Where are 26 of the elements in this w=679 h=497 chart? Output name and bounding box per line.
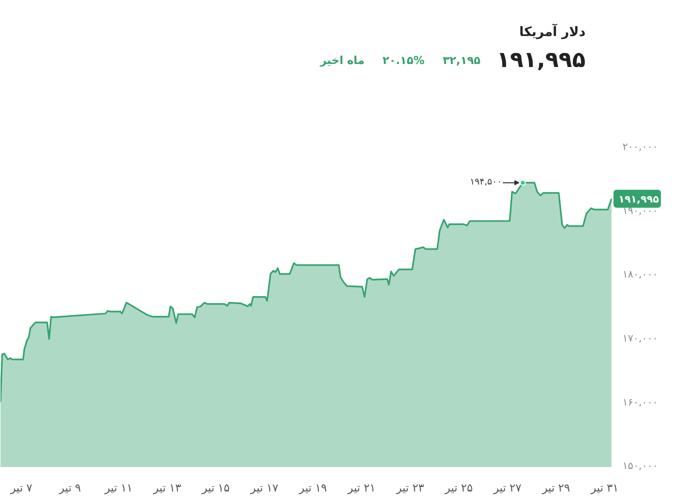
text: ماه اخیر [319,54,364,67]
x-tick-label: ۱۹ تیر [298,482,328,494]
y-tick-label: ۲۰۰,۰۰۰ [622,142,658,154]
x-tick-label: ۲۱ تیر [346,482,376,494]
x-tick-label: ۱۷ تیر [250,482,278,494]
y-tick-label: ۱۹۰,۰۰۰ [622,206,658,217]
chart-subtitle: ۱۹۱,۹۹۵ [496,48,586,73]
x-tick-label: ۱۵ تیر [200,482,230,494]
y-tick-label: ۱۸۰,۰۰۰ [622,270,658,281]
x-tick-label: ۹ تیر [58,482,82,494]
y-tick-label: ۱۵۰,۰۰۰ [622,461,658,472]
x-tick-label: ۷ تیر [9,482,32,494]
x-tick-label: ۱۳ تیر [152,482,182,494]
annotation: ۱۹۱,۹۹۵ [618,194,659,206]
text: ۲۰.۱۵% [382,54,425,67]
text: ۳۲,۱۹۵ [442,54,481,67]
x-tick-label: ۲۳ تیر [395,482,424,494]
chart-title: دلار آمریکا [519,23,586,40]
x-tick-label: ۳۱ تیر [590,482,619,494]
annotation: ۱۹۴,۵۰۰ [470,178,502,188]
x-tick-label: ۲۹ تیر [541,482,570,494]
y-tick-label: ۱۶۰,۰۰۰ [622,397,658,408]
y-tick-label: ۱۷۰,۰۰۰ [622,334,658,345]
x-tick-label: ۱۱ تیر [104,482,133,494]
x-tick-label: ۲۷ تیر [492,482,522,494]
x-tick-label: ۲۵ تیر [444,482,473,494]
